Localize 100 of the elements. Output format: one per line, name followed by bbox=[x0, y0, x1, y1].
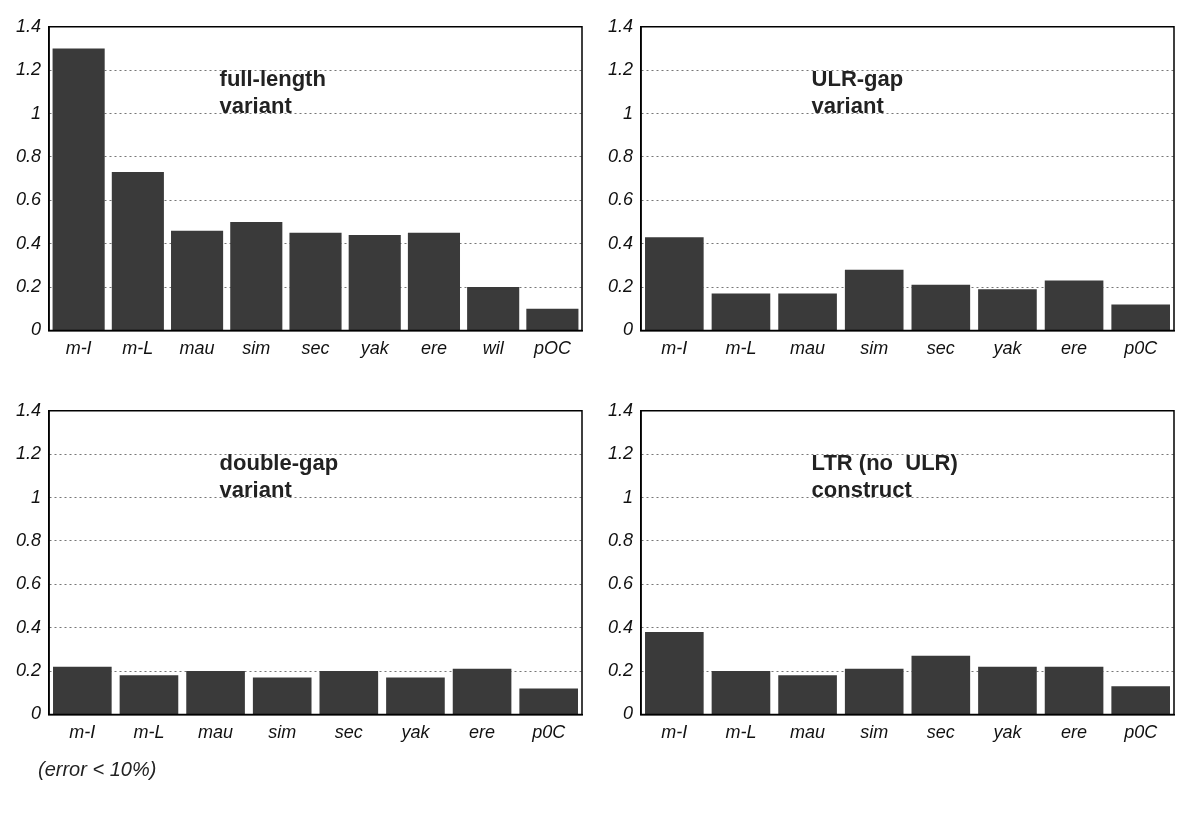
y-tick-label: 0.8 bbox=[15, 145, 42, 166]
bar bbox=[844, 668, 904, 714]
y-tick-label: 1.2 bbox=[607, 59, 634, 80]
y-tick-label: 0.4 bbox=[607, 616, 634, 637]
bar bbox=[348, 234, 401, 330]
y-tick-label: 0.6 bbox=[607, 573, 634, 594]
x-tick-label: yak bbox=[991, 722, 1023, 743]
x-tick-label: wil bbox=[482, 338, 505, 359]
x-tick-label: yak bbox=[358, 338, 390, 359]
y-tick-label: 1.4 bbox=[15, 15, 42, 36]
y-tick-label: 0.6 bbox=[15, 189, 42, 210]
bar bbox=[911, 655, 971, 714]
x-tick-label: m-I bbox=[661, 722, 688, 743]
x-tick-label: m-L bbox=[133, 722, 165, 743]
y-tick-label: 0 bbox=[623, 703, 634, 724]
y-tick-label: 1 bbox=[31, 102, 42, 123]
bar bbox=[526, 308, 579, 330]
y-tick-label: 1.2 bbox=[607, 443, 634, 464]
y-tick-label: 1.4 bbox=[607, 399, 634, 420]
x-tick-label: mau bbox=[790, 338, 826, 359]
text: full-length variant bbox=[219, 66, 326, 119]
y-tick-label: 0.4 bbox=[15, 232, 42, 253]
bar bbox=[778, 675, 837, 714]
x-tick-label: m-I bbox=[661, 338, 688, 359]
y-tick-label: 0.8 bbox=[607, 529, 634, 550]
bar bbox=[911, 284, 971, 330]
x-tick-label: yak bbox=[991, 338, 1023, 359]
y-tick-label: 0.4 bbox=[15, 616, 42, 637]
bar bbox=[407, 232, 461, 330]
bar bbox=[844, 269, 904, 330]
bar bbox=[171, 230, 224, 330]
bar bbox=[186, 671, 245, 714]
y-tick-label: 0.4 bbox=[607, 232, 634, 253]
x-tick-label: m-L bbox=[122, 338, 154, 359]
bar bbox=[1044, 280, 1104, 330]
bar bbox=[519, 688, 578, 714]
x-tick-label: ere bbox=[420, 338, 447, 359]
bar bbox=[119, 675, 179, 714]
x-tick-label: ere bbox=[469, 722, 496, 743]
text: double-gap variant bbox=[219, 450, 339, 503]
x-tick-label: ere bbox=[1061, 338, 1088, 359]
bar bbox=[467, 287, 520, 330]
bar bbox=[111, 172, 164, 330]
x-tick-label: yak bbox=[399, 722, 431, 743]
bar bbox=[978, 666, 1037, 714]
x-tick-label: sim bbox=[268, 722, 297, 743]
x-tick-label: m-I bbox=[69, 722, 96, 743]
bar bbox=[778, 293, 837, 330]
bar bbox=[711, 671, 771, 714]
bar bbox=[1111, 686, 1170, 714]
y-tick-label: 0.2 bbox=[607, 660, 634, 681]
x-tick-label: pOC bbox=[532, 338, 572, 359]
y-tick-label: 0 bbox=[623, 319, 634, 340]
x-tick-label: mau bbox=[790, 722, 826, 743]
y-tick-label: 1 bbox=[31, 486, 42, 507]
y-tick-label: 1.2 bbox=[15, 443, 42, 464]
bar bbox=[53, 666, 112, 714]
y-tick-label: 1.2 bbox=[15, 59, 42, 80]
x-tick-label: sim bbox=[860, 338, 889, 359]
bar bbox=[1044, 666, 1104, 714]
bar bbox=[230, 221, 283, 330]
y-tick-label: 0.6 bbox=[15, 573, 42, 594]
x-tick-label: p0C bbox=[531, 722, 567, 743]
x-tick-label: mau bbox=[179, 338, 215, 359]
bar bbox=[252, 677, 312, 714]
bar bbox=[319, 671, 379, 714]
y-tick-label: 0 bbox=[31, 703, 42, 724]
y-tick-label: 1 bbox=[623, 486, 634, 507]
y-tick-label: 0.8 bbox=[15, 529, 42, 550]
x-tick-label: sec bbox=[926, 338, 955, 359]
x-tick-label: m-L bbox=[725, 722, 757, 743]
x-tick-label: sec bbox=[926, 722, 955, 743]
y-tick-label: 0.2 bbox=[15, 660, 42, 681]
x-tick-label: m-I bbox=[65, 338, 92, 359]
bar bbox=[1111, 304, 1170, 330]
bar bbox=[645, 237, 704, 330]
x-tick-label: sec bbox=[301, 338, 330, 359]
x-tick-label: sim bbox=[860, 722, 889, 743]
bar bbox=[711, 293, 771, 330]
x-tick-label: m-L bbox=[725, 338, 757, 359]
x-tick-label: p0C bbox=[1123, 722, 1159, 743]
bar bbox=[289, 232, 342, 330]
x-tick-label: sec bbox=[334, 722, 363, 743]
bar bbox=[978, 289, 1037, 330]
y-tick-label: 0.2 bbox=[15, 276, 42, 297]
x-tick-label: sim bbox=[242, 338, 271, 359]
bar bbox=[52, 48, 105, 330]
bar bbox=[645, 631, 704, 714]
x-tick-label: ere bbox=[1061, 722, 1088, 743]
text: LTR (no ULR) construct bbox=[811, 450, 958, 503]
y-tick-label: 0.2 bbox=[607, 276, 634, 297]
y-tick-label: 0.8 bbox=[607, 145, 634, 166]
y-tick-label: 1.4 bbox=[607, 15, 634, 36]
text: ULR-gap variant bbox=[811, 66, 904, 119]
bar bbox=[452, 668, 512, 714]
text: (error < 10%) bbox=[38, 758, 158, 781]
y-tick-label: 0.6 bbox=[607, 189, 634, 210]
x-tick-label: p0C bbox=[1123, 338, 1159, 359]
y-tick-label: 0 bbox=[31, 319, 42, 340]
y-tick-label: 1 bbox=[623, 102, 634, 123]
